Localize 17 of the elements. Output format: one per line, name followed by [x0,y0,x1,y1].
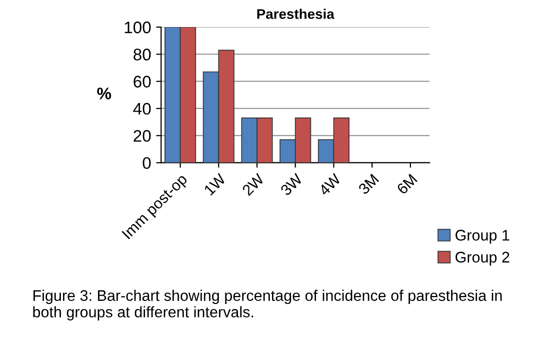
y-tick-label: 60 [134,76,151,88]
x-tick-label: 6M [396,174,418,195]
y-axis-title: % [97,88,112,100]
y-tick-label: 0 [142,157,151,169]
x-tick-label: 3M [358,174,380,195]
y-tick-label: 20 [134,130,151,142]
legend-label: Group 2 [456,252,510,266]
x-tick-label: 2W [242,172,265,196]
chart-title: Paresthesia [257,8,334,19]
y-tick-label: 40 [133,102,151,115]
x-tick-label: 4W [318,172,342,196]
y-tick-label: 80 [134,48,151,60]
x-tick-label: 1W [204,172,226,196]
y-tick-label: 100 [124,22,151,34]
x-tick-label: 3W [280,172,304,196]
caption: Figure 3: Bar-chart showing percentage of incidence of paresthesia in both groups at different intervals. [33,290,502,320]
legend-label: Group 1 [456,230,510,244]
